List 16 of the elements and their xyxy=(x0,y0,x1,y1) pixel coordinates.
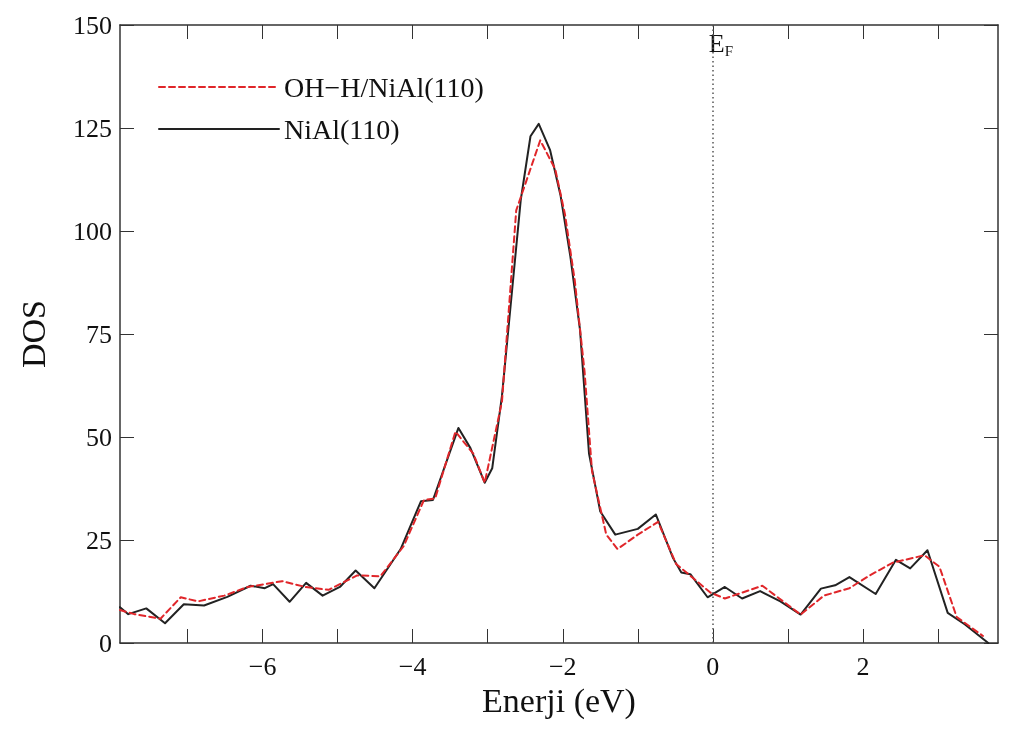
x-tick-label: −4 xyxy=(398,651,427,681)
y-tick-label: 100 xyxy=(73,216,112,246)
y-tick-label: 25 xyxy=(86,525,112,555)
legend-label: NiAl(110) xyxy=(284,113,400,145)
y-tick-label: 50 xyxy=(86,422,112,452)
y-tick-label: 125 xyxy=(73,113,112,143)
legend-label: OH−H/NiAl(110) xyxy=(284,71,484,103)
y-axis-title: DOS xyxy=(14,299,52,369)
x-tick-label: −2 xyxy=(548,651,577,681)
x-tick-label: 0 xyxy=(706,651,720,681)
y-tick-label: 75 xyxy=(86,319,112,349)
x-tick-label: −6 xyxy=(248,651,277,681)
x-tick-label: 2 xyxy=(856,651,870,681)
y-tick-label: 150 xyxy=(73,10,112,40)
x-axis-title: Enerji (eV) xyxy=(482,682,636,721)
y-tick-label: 0 xyxy=(99,628,112,658)
